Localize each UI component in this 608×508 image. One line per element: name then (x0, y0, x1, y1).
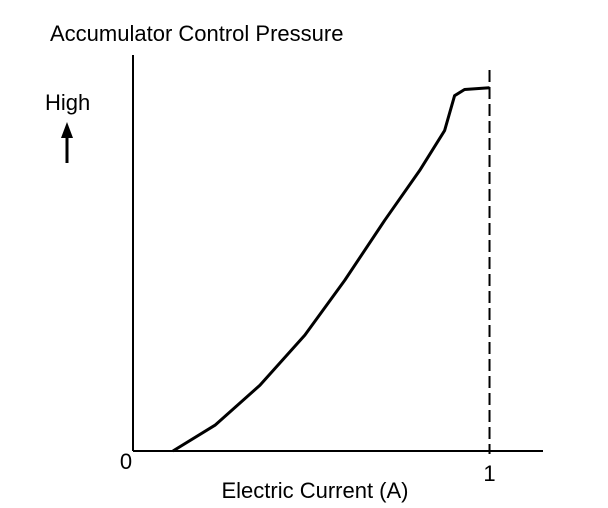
x-axis-label: Electric Current (A) (221, 478, 408, 503)
line (172, 86, 490, 453)
y-axis-label: High (45, 90, 90, 115)
x-tick-label: 0 (120, 449, 132, 474)
y-arrow-head (61, 122, 73, 138)
chart-title: Accumulator Control Pressure (50, 21, 343, 46)
x-tick-label: 1 (483, 461, 495, 486)
